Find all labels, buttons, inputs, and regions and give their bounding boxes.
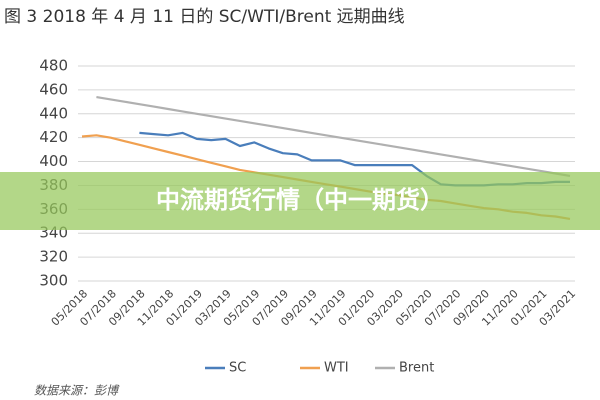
legend-label: WTI xyxy=(324,361,349,376)
y-tick-label: 480 xyxy=(39,57,68,75)
y-tick-label: 460 xyxy=(39,80,68,98)
series-line xyxy=(96,96,571,177)
banner-text: 中流期货行情（中一期货） xyxy=(156,186,444,214)
banner xyxy=(0,172,600,230)
legend-label: Brent xyxy=(399,361,434,376)
chart-title: 图 3 2018 年 4 月 11 日的 SC/WTI/Brent 远期曲线 xyxy=(4,7,405,27)
source-note: 数据来源：彭博 xyxy=(34,384,120,398)
y-tick-label: 320 xyxy=(39,248,68,266)
y-tick-label: 300 xyxy=(39,272,68,290)
y-tick-label: 440 xyxy=(39,104,68,122)
y-tick-label: 420 xyxy=(39,128,68,146)
y-tick-label: 400 xyxy=(39,152,68,170)
legend-label: SC xyxy=(229,361,246,376)
